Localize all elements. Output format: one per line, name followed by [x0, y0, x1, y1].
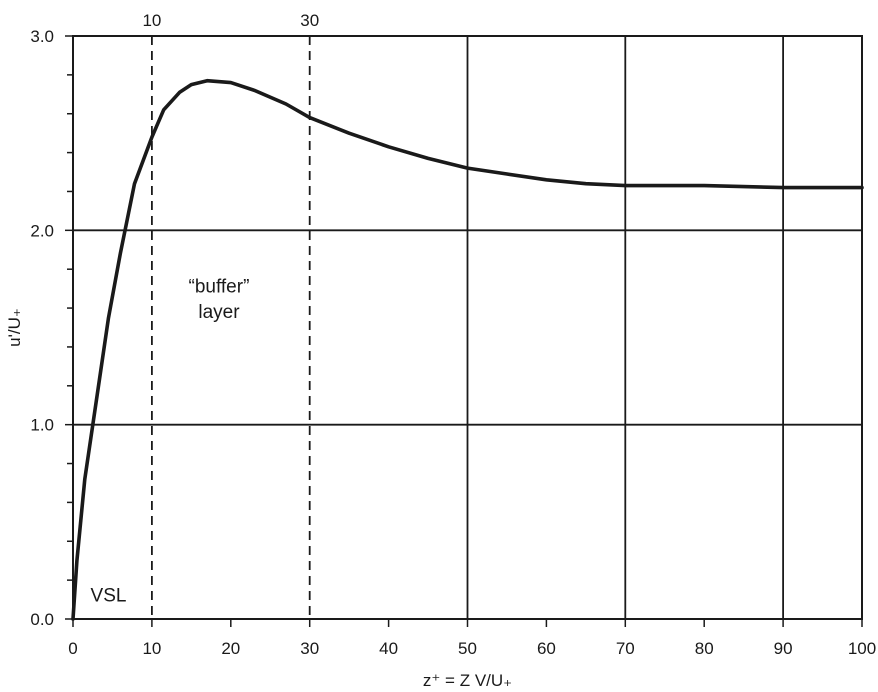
axis-ticks — [65, 36, 862, 627]
y-tick-labels: 0.0 1.0 2.0 3.0 — [30, 27, 54, 629]
y-tick-label: 0.0 — [30, 610, 54, 629]
annotation-text: layer — [198, 302, 240, 323]
dashed-line-label: 10 — [142, 11, 161, 30]
y-tick-label: 2.0 — [30, 221, 54, 240]
grid-lines — [73, 36, 862, 619]
x-tick-label: 30 — [300, 639, 319, 658]
x-axis-label: z⁺ = Z V/U₊ — [423, 671, 512, 690]
dashed-line-label: 30 — [300, 11, 319, 30]
x-tick-label: 50 — [458, 639, 477, 658]
y-axis-label: u'/U₊ — [5, 308, 24, 347]
x-tick-label: 40 — [379, 639, 398, 658]
annotation-text: “buffer” — [189, 277, 250, 298]
y-tick-label: 3.0 — [30, 27, 54, 46]
x-tick-label: 80 — [695, 639, 714, 658]
x-tick-labels: 0 10 20 30 40 50 60 70 80 90 100 — [68, 639, 876, 658]
annotation-text: VSL — [91, 586, 127, 607]
x-tick-label: 100 — [848, 639, 876, 658]
x-tick-label: 0 — [68, 639, 77, 658]
x-tick-label: 60 — [537, 639, 556, 658]
dashed-line-labels: 10 30 — [142, 11, 319, 30]
annotations: VSL “buffer” layer — [91, 277, 250, 607]
x-tick-label: 70 — [616, 639, 635, 658]
x-tick-label: 90 — [774, 639, 793, 658]
dashed-reference-lines — [152, 36, 310, 619]
x-tick-label: 20 — [221, 639, 240, 658]
y-tick-label: 1.0 — [30, 416, 54, 435]
x-tick-label: 10 — [142, 639, 161, 658]
